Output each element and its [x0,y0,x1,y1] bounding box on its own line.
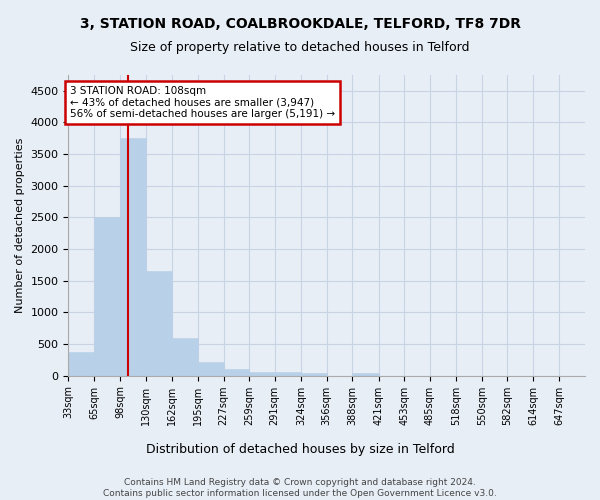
Bar [198,362,224,376]
Text: Contains HM Land Registry data © Crown copyright and database right 2024.
Contai: Contains HM Land Registry data © Crown c… [103,478,497,498]
Bar [275,372,301,376]
Bar [146,272,172,376]
Text: 3 STATION ROAD: 108sqm
← 43% of detached houses are smaller (3,947)
56% of semi-: 3 STATION ROAD: 108sqm ← 43% of detached… [70,86,335,119]
Bar [94,218,121,376]
Bar [301,373,327,376]
Bar [249,372,275,376]
Text: Distribution of detached houses by size in Telford: Distribution of detached houses by size … [146,442,454,456]
Bar [172,338,198,376]
Bar [352,372,379,376]
Bar [224,370,249,376]
Text: 3, STATION ROAD, COALBROOKDALE, TELFORD, TF8 7DR: 3, STATION ROAD, COALBROOKDALE, TELFORD,… [79,18,521,32]
Bar [68,352,94,376]
Text: Size of property relative to detached houses in Telford: Size of property relative to detached ho… [130,41,470,54]
Bar [121,138,146,376]
Y-axis label: Number of detached properties: Number of detached properties [15,138,25,313]
